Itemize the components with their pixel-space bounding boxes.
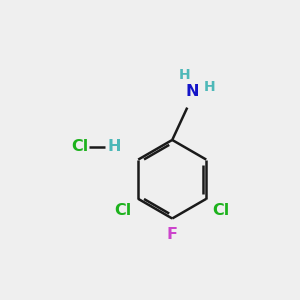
Text: N: N (185, 84, 199, 99)
Text: F: F (167, 227, 178, 242)
Text: H: H (107, 140, 121, 154)
Text: H: H (203, 80, 215, 94)
Text: H: H (179, 68, 191, 82)
Text: Cl: Cl (71, 140, 88, 154)
Text: Cl: Cl (115, 203, 132, 218)
Text: Cl: Cl (213, 203, 230, 218)
